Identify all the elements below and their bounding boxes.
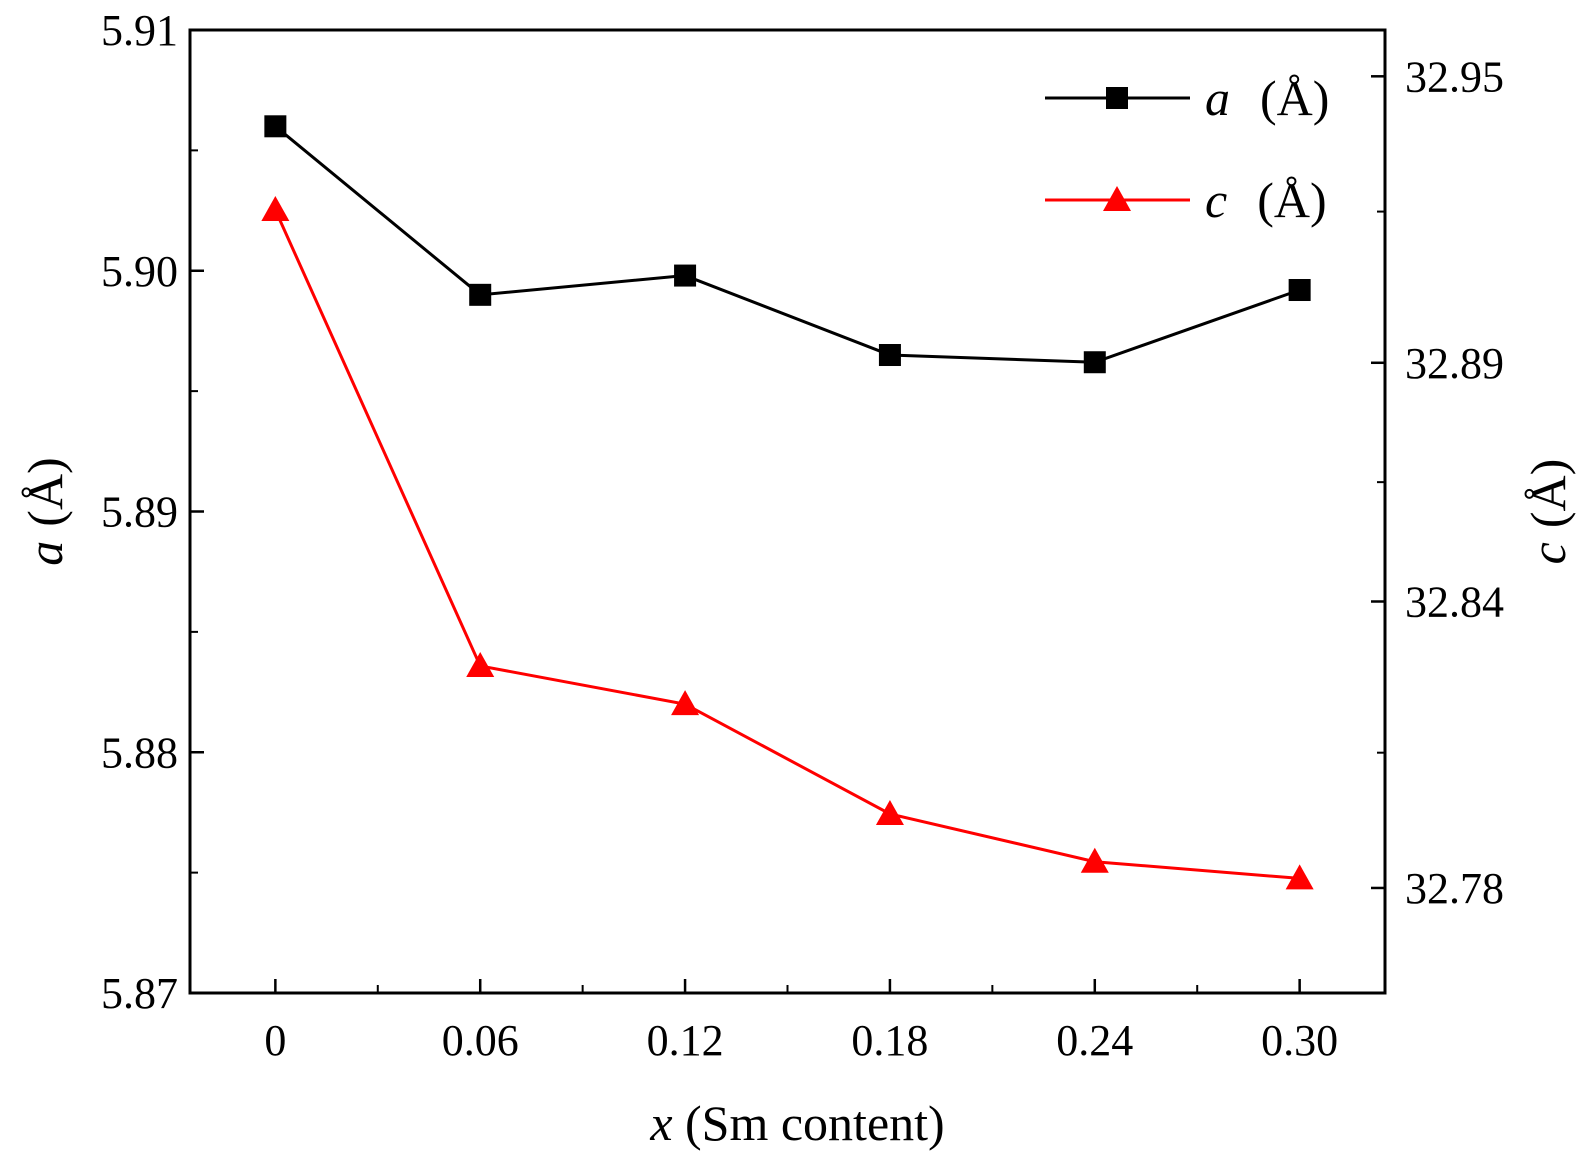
legend-item-a: a (Å) <box>1045 70 1329 126</box>
legend-marker <box>1103 186 1131 211</box>
x-axis-title: x (Sm content) <box>649 1095 944 1151</box>
x-axis-title-rest: (Sm content) <box>673 1095 945 1151</box>
legend-label-var: c <box>1205 172 1227 228</box>
series-c-line <box>273 209 1300 880</box>
legend-label-rest: (Å) <box>1257 172 1326 228</box>
series-a-point <box>264 115 287 138</box>
legend-label: a (Å) <box>1205 70 1329 126</box>
series-c-point <box>261 195 290 221</box>
legend: a (Å) c (Å) <box>1045 70 1329 228</box>
series-a-point <box>469 283 492 306</box>
x-tick-label: 0 <box>264 1016 286 1065</box>
y-right-axis-title: c (Å) <box>1520 459 1576 565</box>
x-tick-label: 0.12 <box>647 1016 724 1065</box>
series-c-point <box>875 799 904 825</box>
axes: 0 0.06 0.12 0.18 0.24 0.30 5.87 5.88 5.89 5.90 5.9… <box>17 6 1576 1151</box>
y-left-axis-title: a (Å) <box>17 457 73 565</box>
legend-label-var: a <box>1205 70 1230 126</box>
series-layer <box>261 115 1314 890</box>
x-tick-label: 0.18 <box>851 1016 928 1065</box>
y-left-axis-title-rest: (Å) <box>17 457 73 526</box>
series-a <box>264 115 1311 374</box>
y-left-tick-label: 5.88 <box>101 728 178 777</box>
legend-label: c (Å) <box>1205 172 1327 228</box>
x-tick-label: 0.24 <box>1056 1016 1133 1065</box>
y-right-tick-label: 32.78 <box>1405 864 1504 913</box>
y-right-axis-title-rest: (Å) <box>1520 459 1576 528</box>
series-a-point <box>878 344 901 367</box>
legend-item-c: c (Å) <box>1045 172 1327 228</box>
series-c-point <box>1080 847 1109 873</box>
y-right-axis-title-var: c <box>1520 542 1576 564</box>
series-c-point <box>671 690 700 716</box>
series-a-point <box>1083 351 1106 374</box>
series-a-point <box>674 264 697 287</box>
series-a-point <box>1288 279 1311 302</box>
series-c-point <box>466 651 495 677</box>
x-tick-label: 0.30 <box>1261 1016 1338 1065</box>
y-right-tick-label: 32.95 <box>1405 52 1504 101</box>
legend-marker <box>1106 87 1128 109</box>
y-right-tick-label: 32.89 <box>1405 339 1504 388</box>
series-c <box>261 195 1314 890</box>
series-c-point <box>1285 864 1314 890</box>
y-left-axis-title-var: a <box>17 541 73 566</box>
y-left-tick-label: 5.91 <box>101 6 178 55</box>
x-tick-label: 0.06 <box>442 1016 519 1065</box>
y-left-tick-label: 5.89 <box>101 488 178 537</box>
series-a-line <box>274 125 1301 364</box>
x-axis-title-var: x <box>649 1095 672 1151</box>
y-left-tick-label: 5.90 <box>101 247 178 296</box>
legend-label-rest: (Å) <box>1260 70 1329 126</box>
y-left-tick-label: 5.87 <box>101 969 178 1018</box>
y-right-tick-label: 32.84 <box>1405 577 1504 626</box>
